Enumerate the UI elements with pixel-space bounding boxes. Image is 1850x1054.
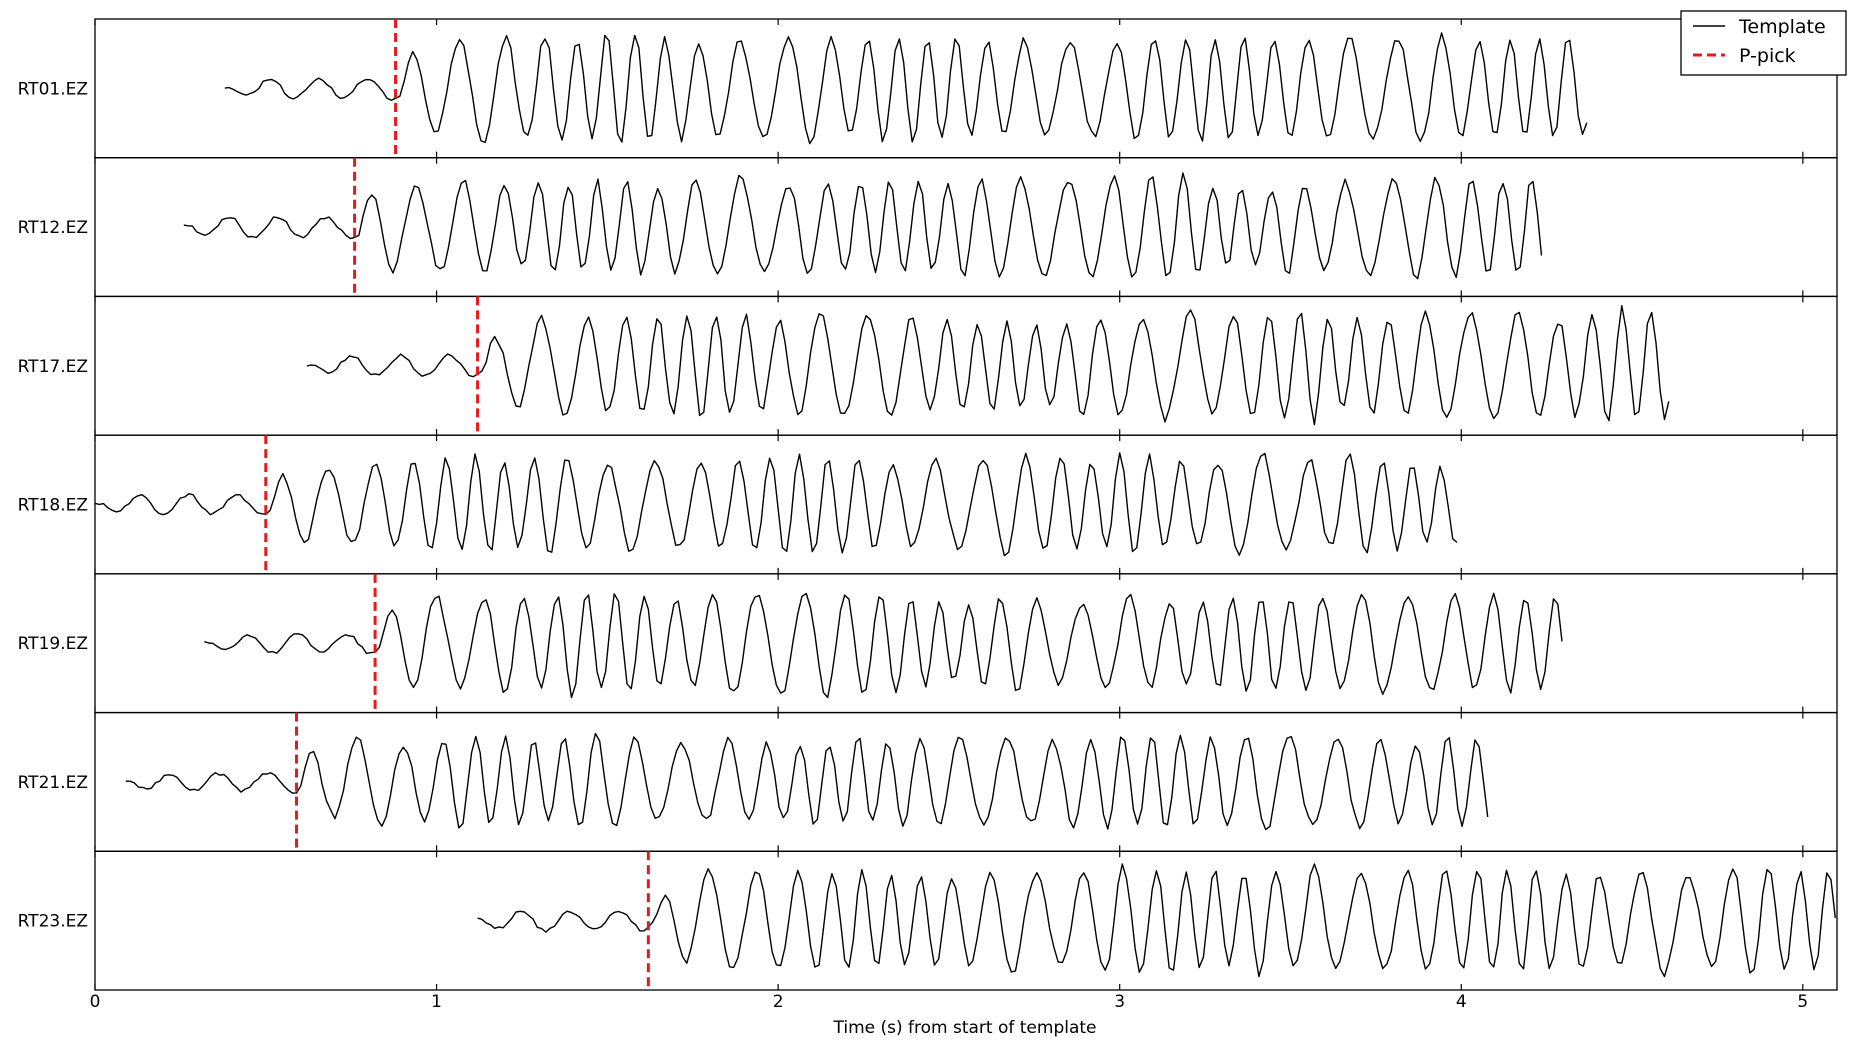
station-label: RT19.EZ [18,634,88,654]
template-trace [306,305,1670,426]
panel-frame [94,850,1838,991]
panels: RT01.EZ RT12.EZ RT17.EZ RT18.EZ RT19.EZ RT21.… [18,18,1838,991]
panel-frame [94,434,1838,575]
x-tick-label: 1 [431,992,442,1012]
station-panel: RT01.EZ [18,18,1838,159]
template-trace [224,32,1588,145]
template-trace [94,452,1458,557]
x-axis: 0 1 2 3 4 5 [90,992,1809,1012]
x-axis-label: Time (s) from start of template [832,1018,1096,1038]
legend: Template P-pick [1680,10,1847,76]
x-tick-label: 4 [1456,992,1467,1012]
station-label: RT21.EZ [18,773,88,793]
x-tick-label: 3 [1114,992,1125,1012]
station-panel: RT23.EZ [18,850,1838,991]
template-trace [477,863,1836,978]
panel-frame [94,711,1838,852]
panel-frame [94,573,1838,714]
station-label: RT01.EZ [18,79,88,99]
station-label: RT23.EZ [18,912,88,932]
panel-frame [94,157,1838,298]
legend-label-ppick: P-pick [1739,45,1796,67]
x-tick-label: 2 [773,992,784,1012]
template-trace [183,172,1543,280]
template-trace [125,732,1489,831]
x-tick-label: 5 [1797,992,1808,1012]
legend-label-template: Template [1738,16,1826,38]
station-label: RT12.EZ [18,218,88,238]
station-label: RT18.EZ [18,496,88,516]
station-label: RT17.EZ [18,357,88,377]
station-panel: RT17.EZ [18,295,1838,436]
station-panel: RT12.EZ [18,157,1838,298]
station-panel: RT18.EZ [18,434,1838,575]
station-panel: RT19.EZ [18,573,1838,714]
station-panel: RT21.EZ [18,711,1838,852]
template-trace [204,592,1563,699]
x-tick-label: 0 [90,992,101,1012]
legend-box [1680,10,1847,76]
